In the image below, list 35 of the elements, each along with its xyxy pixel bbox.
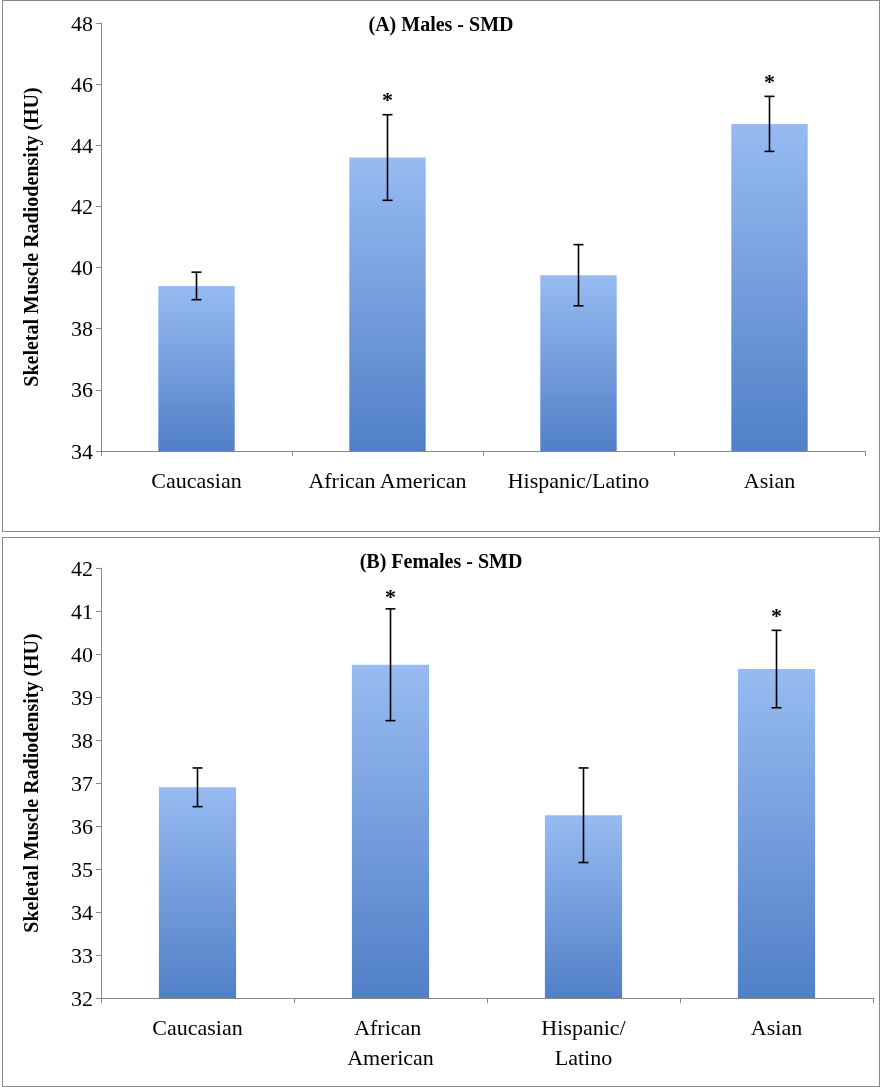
x-tick-label: Hispanic/Latino bbox=[541, 1014, 627, 1070]
y-tick-label: 42 bbox=[71, 193, 93, 219]
y-tick-label: 46 bbox=[71, 71, 93, 97]
x-tick-label: African American bbox=[347, 1014, 434, 1070]
y-tick-label: 44 bbox=[71, 132, 93, 158]
y-tick-label: 35 bbox=[71, 856, 93, 882]
y-tick-label: 39 bbox=[71, 684, 93, 710]
x-tick-label: Asian bbox=[743, 467, 796, 493]
x-tick-label: Caucasian bbox=[151, 467, 242, 493]
annotation: * bbox=[385, 583, 396, 609]
y-tick-label: 41 bbox=[71, 598, 93, 624]
y-tick-label: 33 bbox=[71, 942, 93, 968]
y-tick-label: 40 bbox=[71, 255, 93, 281]
chart-title: (A) Males - SMD bbox=[368, 13, 514, 36]
y-tick-label: 38 bbox=[71, 727, 93, 753]
x-tick-label: Caucasian bbox=[152, 1014, 243, 1040]
y-axis-title: Skeletal Muscle Radiodensity (HU) bbox=[20, 633, 43, 933]
y-tick-label: 32 bbox=[71, 985, 93, 1011]
annotation: * bbox=[382, 87, 393, 113]
y-tick-label: 48 bbox=[71, 10, 93, 36]
x-tick-label: Asian bbox=[750, 1014, 803, 1040]
chart-title: (B) Females - SMD bbox=[359, 550, 523, 573]
y-tick-label: 34 bbox=[71, 899, 93, 925]
y-tick-label: 37 bbox=[71, 770, 93, 796]
x-tick-label: African American bbox=[308, 467, 467, 493]
x-tick-label: Hispanic/Latino bbox=[507, 467, 650, 493]
y-tick-label: 38 bbox=[71, 316, 93, 342]
annotation: * bbox=[764, 68, 775, 94]
y-tick-label: 36 bbox=[71, 813, 93, 839]
y-axis-title: Skeletal Muscle Radiodensity (HU) bbox=[20, 87, 43, 387]
y-tick-label: 34 bbox=[71, 438, 93, 464]
y-tick-label: 36 bbox=[71, 377, 93, 403]
annotation: * bbox=[771, 602, 782, 628]
y-tick-label: 42 bbox=[71, 555, 93, 581]
y-tick-label: 40 bbox=[71, 641, 93, 667]
